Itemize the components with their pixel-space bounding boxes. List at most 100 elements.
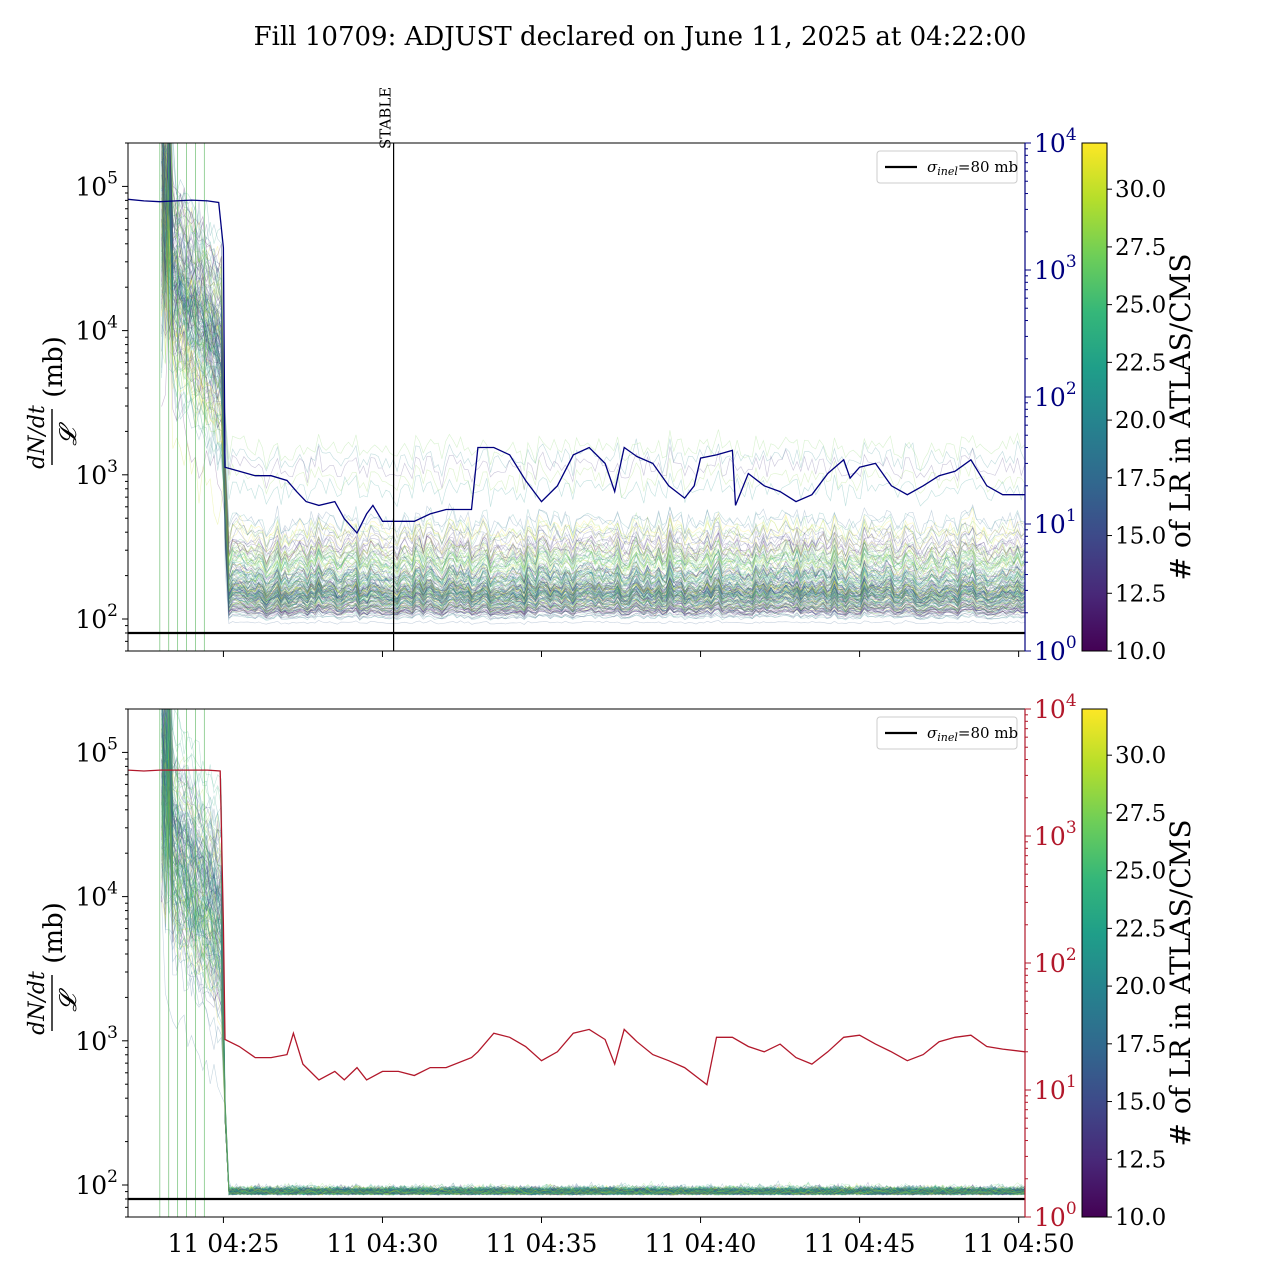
series-line [161,143,1025,564]
series-line [161,709,1025,1195]
series-line [169,709,1025,1196]
series-line [167,709,1025,1195]
series-line [161,186,1025,608]
series-line [161,143,1025,606]
panel-bottom: 102 103 104 105 100 101 102 103 104 11 04:25 11 04… [25,691,1197,1258]
series-line [161,709,1025,1194]
x-tick-label: 11 04:45 [804,1229,916,1258]
y-tick-label: 104 [75,313,118,346]
series-line [161,249,1025,592]
series-line [162,143,1025,606]
secondary-tick-label: 101 [1034,1072,1077,1105]
series-line [161,194,1025,604]
colorbar-tick-label: 30.0 [1115,743,1166,769]
colorbar-tick-label: 10.0 [1115,1205,1166,1231]
series-line [161,764,1025,1195]
series-line [161,786,1025,1195]
series-line [161,764,1025,1194]
series-line [169,709,1025,1195]
series-line [161,223,1025,579]
series-line [161,143,1025,616]
series-line [161,838,1025,1193]
series-line [161,143,1025,616]
secondary-tick-label: 103 [1034,252,1077,285]
series-line [165,709,1025,1196]
series-line [161,144,1025,611]
series-line [161,143,1025,606]
series-line [161,734,1025,1193]
series-line [161,759,1025,1195]
series-line [161,177,1025,582]
series-line [167,143,1025,611]
series-line [161,709,1025,1194]
series-line [161,768,1025,1196]
series-line [162,143,1025,602]
series-line [170,143,1025,619]
series-line [161,709,1025,1195]
series-line [161,863,1025,1193]
y-tick-label: 103 [75,1023,118,1056]
series-line [161,192,1025,605]
colorbar-tick-label: 15.0 [1115,524,1166,550]
series-line [162,709,1025,1196]
series-line [169,709,1025,1196]
colorbar-tick-label: 10.0 [1115,639,1166,665]
series-line [161,155,1025,603]
series-line [161,709,1025,1193]
series-line [161,143,1025,539]
series-line [161,734,1025,1192]
series-line [161,269,1025,611]
series-line [161,709,1025,1193]
series-line [171,143,1025,602]
series-line [161,182,1025,573]
series-line [161,145,1025,575]
series-line [161,758,1025,1195]
series-line [161,173,1025,614]
series-line [161,789,1025,1196]
series-line [161,756,1025,1196]
series-line [166,709,1025,1194]
colorbar-tick-label: 17.5 [1115,466,1166,492]
series-line [161,156,1025,609]
series-line [161,793,1025,1192]
series-line [161,197,1025,576]
series-line [161,784,1025,1195]
series-line [161,757,1025,1196]
series-line [161,785,1025,1192]
series-line [161,143,1025,607]
series-line [161,143,1025,567]
series-line [161,143,1025,614]
secondary-tick-label: 100 [1034,633,1077,666]
series-line [162,143,1025,601]
series-line [161,799,1025,1194]
series-line [162,709,1025,1194]
series-line [169,143,1025,566]
series-line [162,709,1025,1196]
series-line [161,712,1025,1195]
series-line [161,730,1025,1192]
series-line [169,709,1025,1196]
series-line [161,753,1025,1195]
series-line [163,709,1025,1196]
series-line [161,758,1025,1195]
series-line [161,143,1025,586]
series-line [161,709,1025,1196]
series-line [161,219,1025,606]
series-line [161,777,1025,1196]
series-line [161,756,1025,1196]
secondary-tick-label: 104 [1034,691,1077,724]
series-line [161,143,1025,590]
y-tick-label: 104 [75,879,118,912]
series-line [161,709,1025,1195]
series-line [161,204,1025,576]
series-line [161,780,1025,1195]
series-line [161,194,1025,567]
secondary-tick-label: 100 [1034,1199,1077,1232]
series-line [161,709,1025,1196]
y-axis-label: dN/dt 𝓛 (mb) [25,336,82,469]
series-line [161,156,1025,491]
series-line [161,155,1025,594]
series-line [161,145,1025,598]
series-line [169,143,1025,579]
series-line [161,757,1025,1192]
